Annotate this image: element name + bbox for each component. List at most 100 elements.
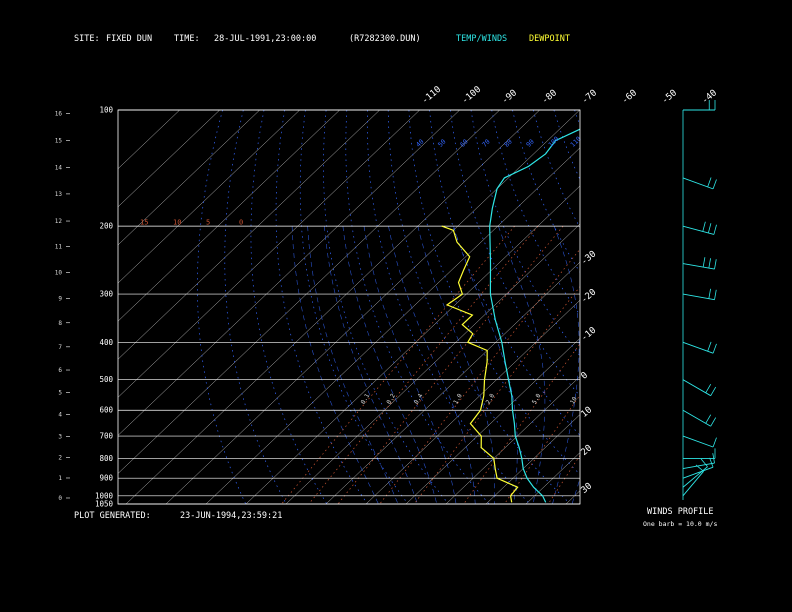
height-tick-label: 4 [58,412,62,419]
moist-adiabat-line [363,226,457,504]
moist-adiabat-line [417,226,495,504]
dry-adiabat-line [512,110,580,273]
sounding-profiles [441,128,580,503]
moist-adiabat-label: 5 [206,218,210,226]
isotherm-line [125,110,540,504]
isotherm-line [365,299,580,504]
footer: PLOT GENERATED: 23-JUN-1994,23:59:21 [74,511,282,521]
wind-barb-feather [714,289,717,300]
height-tick-label: 2 [58,454,62,461]
wind-barb-feather [714,259,717,270]
moist-adiabat-line [324,226,418,504]
isotherm-line [445,376,580,504]
dry-adiabat-line [532,110,580,229]
isotherm-tick-label: -20 [580,287,599,305]
pressure-tick-label: 600 [99,406,113,415]
time-label: TIME: [174,34,200,44]
dry-adiabat-line [323,110,449,504]
isotherm-line [606,110,792,504]
mixing-ratio-line [379,248,580,504]
wind-barb-feather [708,288,711,299]
wind-barb-feather [707,341,712,352]
dry-adiabat-line [275,110,368,504]
legend-dewpoint: DEWPOINT [529,34,570,44]
wind-barb [682,379,711,397]
mixing-ratio-line [413,286,580,504]
wind-barb-feather [712,437,717,448]
legend-temp: TEMP/WINDS [456,34,507,44]
isotherm-tick-label: -90 [500,88,519,106]
moist-adiabat-line [291,226,379,504]
dry-adiabat-line [345,110,490,504]
plot-frame [117,109,581,505]
wind-barb [682,225,715,235]
isotherm-line [118,110,500,474]
moist-adiabat-line [552,225,580,504]
height-tick-label: 10 [55,270,63,277]
pressure-tick-label: 400 [99,338,113,347]
height-tick-label: 5 [58,390,62,397]
isotherm-tick-label: -50 [660,88,679,106]
mixing-ratio-line [337,225,564,504]
wind-barb [682,471,704,497]
isotherm-tick-label: -10 [580,325,599,343]
moist-adiabat-label: 15 [140,218,148,226]
isotherm-line [118,110,340,322]
isotherm-line [118,110,180,170]
wind-barb [682,409,711,427]
isobars [118,109,580,505]
dry-adiabat-line [197,110,247,504]
dry-adiabat-line [366,110,530,504]
isotherm-line [118,110,460,436]
dry-adiabat-label: 110 [569,135,583,149]
moist-adiabat-line [592,226,677,504]
isotherm-line [118,110,420,398]
wind-barb [682,435,714,448]
dry-adiabat-line [449,110,580,397]
winds-title: WINDS PROFILE [647,507,714,517]
wind-barb-feather [712,343,717,354]
moist-adiabat-label: 10 [173,218,181,226]
wind-barb [682,177,714,190]
isotherm-line [118,110,380,360]
isotherm-line [205,147,580,504]
wind-barb-feather [712,179,717,190]
isotherm-tick-label: -80 [540,88,559,106]
height-tick-label: 12 [55,218,63,225]
dry-adiabat-line [637,110,792,504]
background-lines [118,110,792,504]
mixing-ratio-label: 0.2 [385,392,397,405]
pressure-tick-label: 800 [99,454,113,463]
mixing-ratio-line [281,225,515,504]
height-tick-label: 9 [58,295,62,302]
dewpoint-profile [441,225,519,503]
dry-adiabat-line [595,110,792,504]
height-tick-label: 8 [58,320,62,327]
wind-barb-feather [700,458,708,467]
moist-adiabat-line [498,225,546,504]
isotherm-line [565,490,580,504]
pressure-tick-label: 1050 [95,500,114,509]
wind-barb-feather [705,383,712,393]
wind-barb [682,466,714,479]
dry-adiabat-line [720,110,792,504]
moist-adiabat-line [307,226,399,504]
isotherm-tick-label: -60 [620,88,639,106]
isotherm-line [118,110,260,246]
isotherm-line [325,261,580,504]
dry-adiabat-label: 100 [547,135,561,149]
mixing-ratio-label: 5.0 [531,392,543,405]
isotherm-tick-label: -110 [420,85,443,107]
height-tick-label: 14 [55,165,63,172]
file-name: (R7282300.DUN) [349,34,421,44]
dry-adiabat-line [470,110,580,357]
height-tick-label: 0 [58,495,62,502]
dry-adiabat-line [678,110,792,504]
isotherm-tick-label: 0 [580,371,591,382]
dry-adiabat-label: 40 [414,138,425,149]
isotherm-tick-label: 20 [580,443,595,458]
site-label: SITE: [74,34,100,44]
mixing-ratio-label: 1.0 [452,392,464,405]
pressure-tick-label: 200 [99,222,113,231]
